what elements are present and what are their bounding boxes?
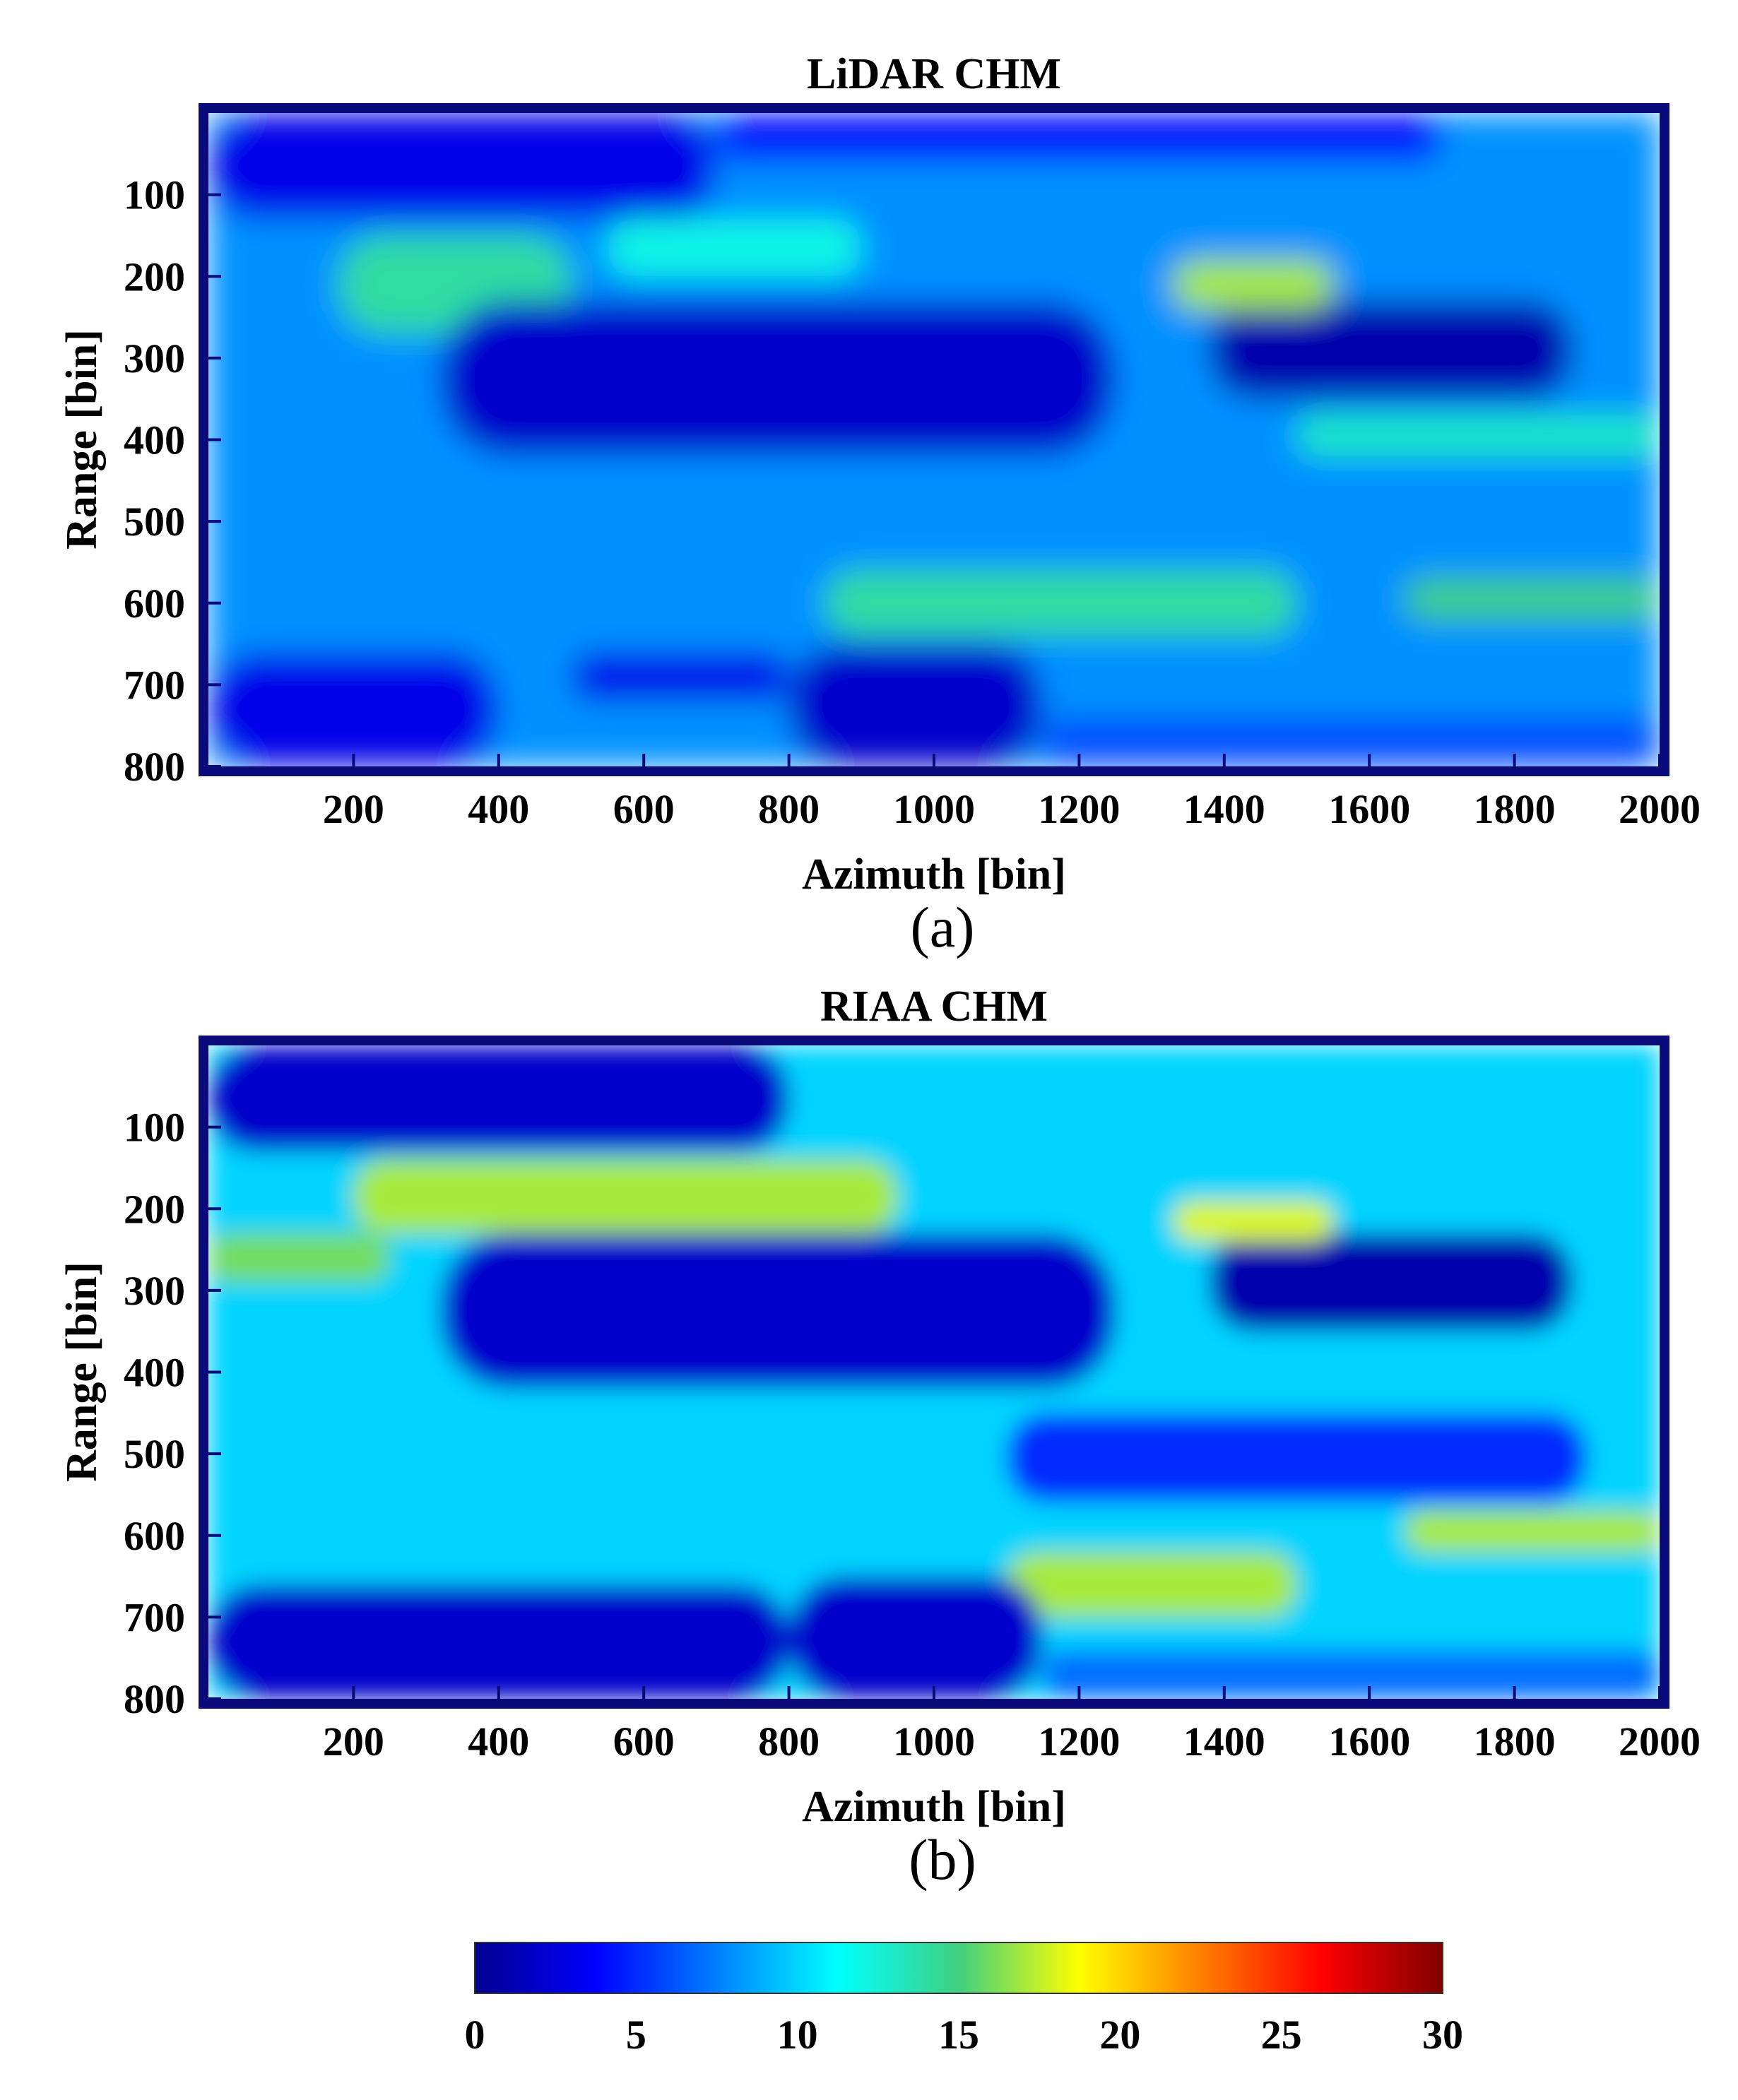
y-tick-label: 500 <box>124 1431 185 1477</box>
heatmap-region <box>788 643 1044 766</box>
y-tick-label: 400 <box>124 1350 185 1396</box>
y-tick-label: 100 <box>124 1105 185 1151</box>
x-tick-label: 1000 <box>893 786 975 832</box>
heatmap-region <box>1210 300 1573 399</box>
x-tick-label: 800 <box>758 786 820 832</box>
heatmap-region <box>208 652 499 766</box>
colorbar-ticks: 0 5 10 15 20 25 30 <box>465 2012 1464 2058</box>
heatmap-region <box>716 113 1442 162</box>
heatmap-region <box>440 1233 1116 1389</box>
x-tick-label: 2000 <box>1619 1719 1701 1764</box>
heatmap-region <box>607 219 862 277</box>
x-tick-label: 1400 <box>1183 1719 1265 1764</box>
colorbar-gradient <box>474 1942 1443 1994</box>
heatmap-region <box>1173 1200 1333 1242</box>
x-tick-label: 600 <box>613 786 675 832</box>
chart-title: RIAA CHM <box>820 983 1048 1031</box>
colorbar-tick-label: 15 <box>938 2012 979 2058</box>
y-tick-label: 600 <box>124 1513 185 1559</box>
plot-frame <box>199 103 1669 776</box>
heatmap-area <box>208 113 1660 766</box>
panel-caption: (b) <box>909 1827 976 1892</box>
heatmap-region <box>440 300 1116 456</box>
x-tick-label: 800 <box>758 1719 820 1764</box>
heatmap-region <box>571 652 789 701</box>
x-tick-label: 1600 <box>1328 1719 1410 1764</box>
x-tick-label: 400 <box>468 786 529 832</box>
heatmap-region <box>208 1045 789 1152</box>
y-tick-label: 100 <box>124 172 185 218</box>
x-tick-label: 400 <box>468 1719 529 1764</box>
x-tick-label: 1400 <box>1183 786 1265 832</box>
panel-lidar-chm: LiDAR CHM 100 200 300 400 500 600 700 800 200 40… <box>58 50 1701 959</box>
x-tick-label: 1800 <box>1474 786 1556 832</box>
colorbar-tick-label: 30 <box>1422 2012 1463 2058</box>
panel-caption: (a) <box>910 895 974 959</box>
x-ticks: 200 400 600 800 1000 1200 1400 1600 1800 2000 <box>323 1686 1701 1764</box>
y-tick-label: 200 <box>124 254 185 299</box>
heatmap-region <box>1405 1511 1660 1552</box>
x-tick-label: 1000 <box>893 1719 975 1764</box>
heatmap-regions <box>208 1045 1660 1699</box>
x-ticks: 200 400 600 800 1000 1200 1400 1600 1800 2000 <box>323 754 1701 832</box>
x-tick-label: 200 <box>323 1719 384 1764</box>
y-tick-label: 400 <box>124 417 185 463</box>
heatmap-region <box>208 1584 789 1699</box>
x-tick-label: 1200 <box>1038 786 1120 832</box>
y-tick-label: 800 <box>124 1676 185 1722</box>
y-tick-label: 700 <box>124 1594 185 1640</box>
heatmap-regions <box>208 113 1660 766</box>
heatmap-region <box>824 570 1297 636</box>
heatmap-region <box>1210 1233 1573 1331</box>
y-tick-label: 200 <box>124 1186 185 1232</box>
heatmap-region <box>353 1159 898 1233</box>
y-axis-label: Range [bin] <box>58 329 106 550</box>
y-tick-label: 700 <box>124 662 185 708</box>
y-tick-label: 800 <box>124 744 185 790</box>
heatmap-area <box>208 1045 1660 1699</box>
y-axis-label: Range [bin] <box>58 1262 106 1482</box>
heatmap-region <box>1043 1649 1660 1699</box>
y-ticks: 100 200 300 400 500 600 700 800 <box>124 172 221 790</box>
x-tick-label: 600 <box>613 1719 675 1764</box>
x-tick-label: 1200 <box>1038 1719 1120 1764</box>
y-ticks: 100 200 300 400 500 600 700 800 <box>124 1105 221 1722</box>
colorbar: 0 5 10 15 20 25 30 <box>465 1942 1464 2058</box>
x-axis-label: Azimuth [bin] <box>802 1783 1066 1831</box>
y-tick-label: 600 <box>124 581 185 627</box>
y-tick-label: 500 <box>124 499 185 545</box>
heatmap-region <box>788 1576 1044 1699</box>
heatmap-region <box>1043 717 1660 766</box>
x-tick-label: 1800 <box>1474 1719 1556 1764</box>
plot-frame <box>199 1036 1669 1709</box>
colorbar-tick-label: 0 <box>465 2012 485 2058</box>
x-axis-label: Azimuth [bin] <box>802 850 1066 898</box>
heatmap-region <box>1006 1551 1297 1618</box>
heatmap-region <box>1405 579 1660 619</box>
heatmap-region <box>1173 260 1333 309</box>
heatmap-region <box>1296 415 1660 456</box>
heatmap-region <box>1006 1413 1588 1503</box>
panel-riaa-chm: RIAA CHM 100 200 300 400 500 600 700 800 200 400… <box>58 983 1701 1892</box>
colorbar-tick-label: 5 <box>626 2012 646 2058</box>
heatmap-region <box>208 1233 390 1283</box>
heatmap-region <box>208 113 716 220</box>
x-tick-label: 200 <box>323 786 384 832</box>
y-tick-label: 300 <box>124 1268 185 1314</box>
colorbar-tick-label: 20 <box>1099 2012 1140 2058</box>
x-tick-label: 1600 <box>1328 786 1410 832</box>
y-tick-label: 300 <box>124 336 185 381</box>
colorbar-tick-label: 25 <box>1261 2012 1302 2058</box>
colorbar-tick-label: 10 <box>777 2012 818 2058</box>
x-tick-label: 2000 <box>1619 786 1701 832</box>
chart-title: LiDAR CHM <box>807 50 1061 98</box>
